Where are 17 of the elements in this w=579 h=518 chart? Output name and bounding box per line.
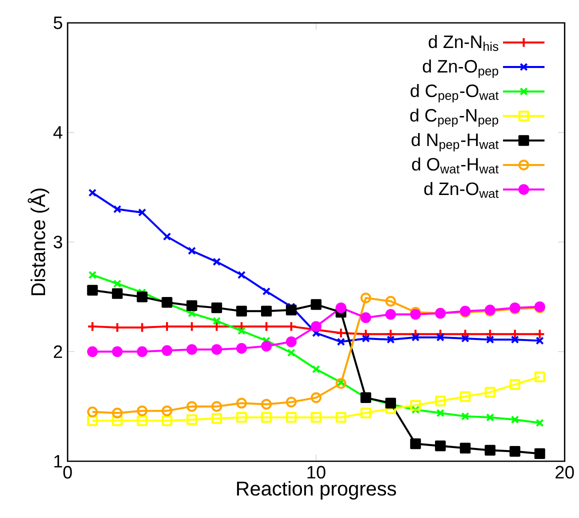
y-tick-label: 5 bbox=[54, 16, 62, 30]
y-axis-title: Distance (Å) bbox=[28, 188, 50, 296]
legend-label: d C$_{pep}$-O$_{wat}$ bbox=[410, 84, 499, 102]
x-tick-label: 20 bbox=[556, 466, 574, 479]
x-axis-title: Reaction progress bbox=[237, 481, 396, 500]
legend-label: d Zn-O$_{wat}$ bbox=[424, 182, 499, 198]
legend-label: d N$_{pep}$-H$_{wat}$ bbox=[412, 133, 499, 152]
legend-label: d C$_{pep}$-N$_{pep}$ bbox=[410, 108, 498, 127]
y-tick-label: 2 bbox=[54, 345, 62, 358]
y-tick-label: 3 bbox=[54, 236, 62, 248]
y-tick-label: 1 bbox=[54, 455, 62, 468]
legend-label: d O$_{wat}$-H$_{wat}$ bbox=[412, 158, 499, 174]
x-tick-label: 10 bbox=[308, 466, 326, 479]
legend-label: d Zn-O$_{pep}$ bbox=[422, 60, 498, 78]
y-tick-label: 4 bbox=[53, 126, 62, 139]
x-tick-label: 0 bbox=[63, 466, 72, 479]
legend-label: d Zn-N$_{his}$ bbox=[428, 35, 498, 52]
